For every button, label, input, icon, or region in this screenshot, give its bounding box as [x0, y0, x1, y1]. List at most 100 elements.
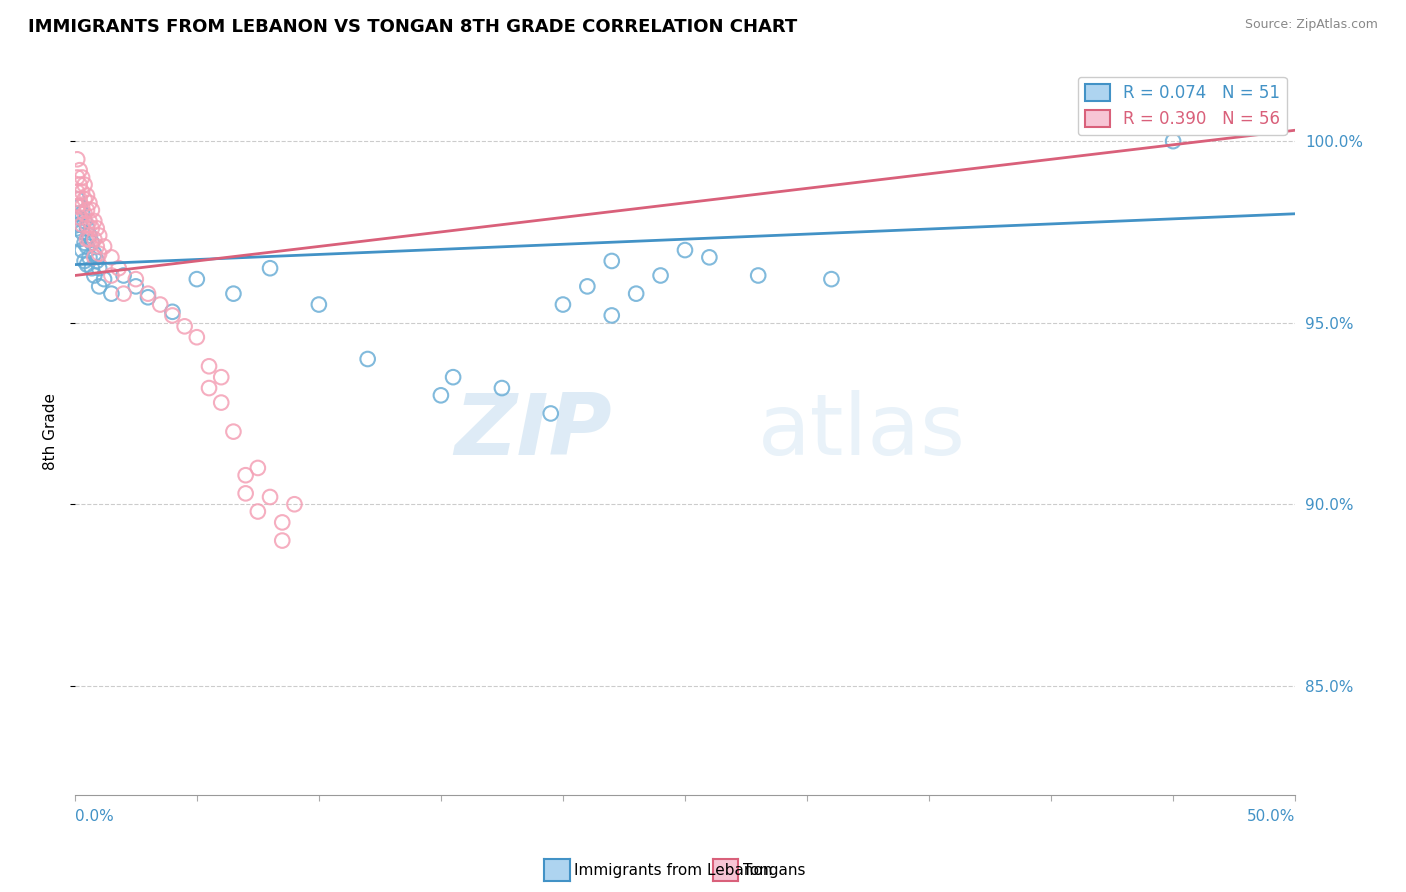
Point	[125, 279, 148, 293]
Point	[76, 239, 98, 253]
Point	[186, 330, 208, 344]
Point	[93, 272, 115, 286]
Point	[491, 381, 513, 395]
Y-axis label: 8th Grade: 8th Grade	[44, 393, 58, 470]
Point	[100, 268, 122, 283]
Point	[86, 254, 108, 268]
Text: 50.0%: 50.0%	[1247, 809, 1295, 824]
Point	[73, 192, 96, 206]
Point	[80, 261, 103, 276]
Point	[76, 258, 98, 272]
Point	[79, 195, 101, 210]
Point	[69, 192, 91, 206]
Point	[66, 200, 89, 214]
Point	[86, 221, 108, 235]
Point	[1161, 134, 1184, 148]
Point	[93, 239, 115, 253]
Point	[235, 468, 257, 483]
Point	[70, 225, 93, 239]
Point	[69, 178, 91, 192]
Point	[73, 214, 96, 228]
Point	[125, 272, 148, 286]
Point	[79, 232, 101, 246]
Point	[357, 351, 380, 366]
Point	[69, 218, 91, 232]
Point	[79, 228, 101, 243]
Point	[66, 221, 89, 235]
Point	[69, 163, 91, 178]
Point	[83, 214, 105, 228]
Text: Tongans: Tongans	[742, 863, 806, 878]
Point	[86, 239, 108, 253]
Point	[540, 407, 562, 421]
Point	[162, 305, 184, 319]
Text: ZIP: ZIP	[454, 390, 612, 473]
Point	[89, 228, 111, 243]
Point	[600, 254, 623, 268]
Point	[80, 221, 103, 235]
Point	[283, 497, 305, 511]
Point	[441, 370, 464, 384]
Point	[271, 533, 294, 548]
Point	[83, 268, 105, 283]
Point	[246, 461, 269, 475]
Text: IMMIGRANTS FROM LEBANON VS TONGAN 8TH GRADE CORRELATION CHART: IMMIGRANTS FROM LEBANON VS TONGAN 8TH GR…	[28, 18, 797, 36]
Point	[430, 388, 453, 402]
Text: Immigrants from Lebanon: Immigrants from Lebanon	[574, 863, 772, 878]
Point	[79, 214, 101, 228]
Point	[209, 370, 232, 384]
Point	[173, 319, 195, 334]
Point	[76, 218, 98, 232]
Point	[66, 211, 89, 225]
Point	[209, 395, 232, 409]
Point	[73, 254, 96, 268]
Point	[650, 268, 672, 283]
Point	[73, 178, 96, 192]
Point	[198, 381, 221, 395]
Point	[186, 272, 208, 286]
Point	[76, 188, 98, 202]
Point	[76, 232, 98, 246]
Text: Source: ZipAtlas.com: Source: ZipAtlas.com	[1244, 18, 1378, 31]
Point	[79, 250, 101, 264]
Point	[70, 218, 93, 232]
Point	[66, 185, 89, 199]
Point	[83, 246, 105, 260]
Point	[576, 279, 599, 293]
Point	[80, 203, 103, 218]
Point	[69, 211, 91, 225]
Point	[222, 286, 245, 301]
Point	[112, 286, 135, 301]
Point	[600, 309, 623, 323]
Point	[73, 235, 96, 250]
Point	[149, 297, 172, 311]
Point	[70, 243, 93, 257]
Legend: R = 0.074   N = 51, R = 0.390   N = 56: R = 0.074 N = 51, R = 0.390 N = 56	[1078, 77, 1286, 135]
Point	[162, 309, 184, 323]
Point	[112, 268, 135, 283]
Point	[136, 290, 159, 304]
Point	[89, 279, 111, 293]
Point	[66, 170, 89, 185]
Point	[89, 246, 111, 260]
Point	[107, 261, 129, 276]
Point	[271, 516, 294, 530]
Point	[624, 286, 647, 301]
Text: atlas: atlas	[758, 390, 966, 473]
Point	[76, 221, 98, 235]
Point	[89, 261, 111, 276]
Point	[70, 185, 93, 199]
Point	[70, 170, 93, 185]
Point	[198, 359, 221, 374]
Point	[235, 486, 257, 500]
Point	[70, 200, 93, 214]
Point	[66, 153, 89, 167]
Text: 0.0%: 0.0%	[75, 809, 114, 824]
Point	[76, 203, 98, 218]
Point	[246, 504, 269, 518]
Point	[69, 200, 91, 214]
Point	[70, 207, 93, 221]
Point	[83, 250, 105, 264]
Point	[747, 268, 769, 283]
Point	[73, 207, 96, 221]
